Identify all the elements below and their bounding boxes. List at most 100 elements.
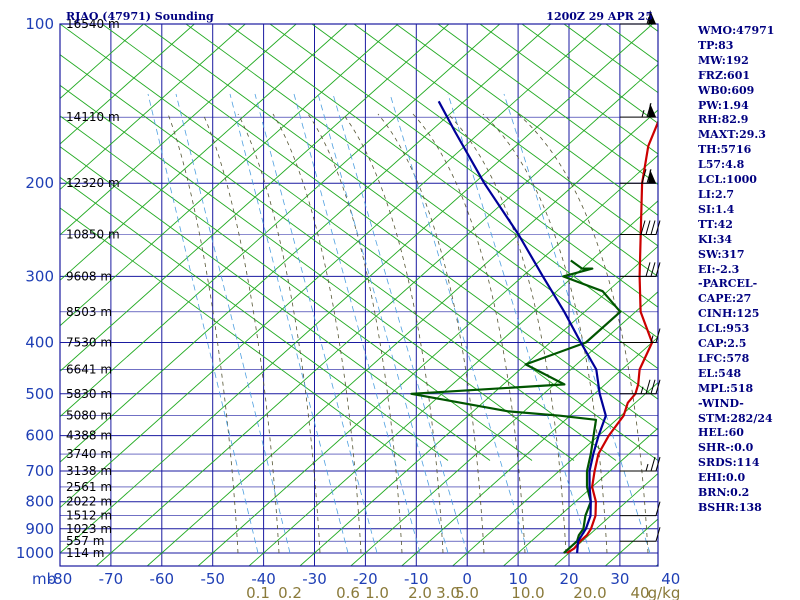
temperature-tick-label: -50 xyxy=(200,570,225,588)
isotherm-line xyxy=(96,63,658,566)
index-value: CINH:125 xyxy=(698,307,760,321)
pressure-unit-label: mb xyxy=(32,570,56,588)
index-value: PW:1.94 xyxy=(698,98,749,112)
indices-panel: WMO:47971 TP:83 MW:192 FRZ:601 WB0:609 PW:1.9… xyxy=(698,24,798,516)
wind-barb xyxy=(620,328,661,343)
index-value: SHR-:0.0 xyxy=(698,441,754,455)
height-label: 3740 m xyxy=(66,447,112,461)
dry-adiabat-line xyxy=(185,24,658,370)
isotherm-line xyxy=(452,382,658,566)
moist-adiabat-line xyxy=(272,113,362,554)
dry-adiabat-line xyxy=(437,24,658,186)
height-label: 10850 m xyxy=(66,228,120,242)
pressure-tick-label: 1000 xyxy=(16,544,54,562)
index-value: WB0:609 xyxy=(698,83,755,97)
wind-barb-full xyxy=(645,220,651,235)
index-value: MW:192 xyxy=(698,53,749,67)
wind-barb xyxy=(620,527,661,542)
parcel-trace xyxy=(437,100,607,554)
isotherm-line xyxy=(60,24,246,191)
index-value: EI:-2.3 xyxy=(698,262,740,276)
index-value: LI:2.7 xyxy=(698,187,735,201)
mixing-ratio-tick-label: 0.2 xyxy=(278,584,302,600)
index-value: LFC:578 xyxy=(698,351,750,365)
wind-barb xyxy=(620,169,656,184)
wind-barb-full xyxy=(646,103,652,118)
isotherm-line xyxy=(554,472,658,566)
mixing-ratio-tick-label: 5.0 xyxy=(455,584,479,600)
wind-barb-full xyxy=(640,220,646,235)
index-value: SW:317 xyxy=(698,247,745,261)
height-label: 2022 m xyxy=(66,495,112,509)
height-label: 557 m xyxy=(66,534,104,548)
dry-adiabat-line xyxy=(60,84,575,461)
pressure-tick-label: 800 xyxy=(25,493,54,511)
dry-adiabat-line xyxy=(60,176,449,461)
height-label: 5080 m xyxy=(66,409,112,423)
wind-barb-full xyxy=(655,456,661,472)
height-label: 114 m xyxy=(66,546,104,560)
index-value: CAPE:27 xyxy=(698,292,752,306)
height-label: 7530 m xyxy=(66,335,112,349)
pressure-tick-label: 300 xyxy=(25,267,54,285)
dry-adiabat-line xyxy=(395,24,658,216)
wind-barb-half xyxy=(640,386,644,394)
moist-adiabat-line xyxy=(482,113,608,554)
pressure-tick-label: 900 xyxy=(25,520,54,538)
wind-barb-full xyxy=(655,262,661,277)
height-label: 4388 m xyxy=(66,429,112,443)
height-label: 1023 m xyxy=(66,522,112,536)
isotherm-line xyxy=(60,24,297,236)
wind-barbs xyxy=(620,10,661,542)
pressure-tick-label: 500 xyxy=(25,385,54,403)
index-value: LCL:1000 xyxy=(698,173,757,187)
height-label: 12320 m xyxy=(66,176,120,190)
wind-barb-full xyxy=(655,328,661,343)
index-value: MPL:518 xyxy=(698,381,754,395)
wind-barb-full xyxy=(655,379,661,394)
plot-border xyxy=(59,23,659,567)
dry-adiabat-line xyxy=(60,146,491,461)
wind-barb xyxy=(620,103,656,118)
moist-adiabat-line xyxy=(237,113,321,554)
wind-barb-full xyxy=(655,501,661,516)
isotherm-line xyxy=(60,24,450,372)
dry-adiabat-line xyxy=(311,24,658,278)
wind-barb-half xyxy=(650,335,654,343)
chart-timestamp: 1200Z 29 APR 25 xyxy=(546,10,653,23)
temperature-tick-label: -40 xyxy=(251,570,276,588)
dry-adiabat-line xyxy=(227,24,658,339)
mixing-ratio-tick-label: 10.0 xyxy=(511,584,544,600)
pressure-tick-label: 100 xyxy=(25,15,54,33)
mixing-ratio-tick-label: 0.6 xyxy=(336,584,360,600)
height-label: 5830 m xyxy=(66,387,112,401)
pressure-tick-label: 700 xyxy=(25,462,54,480)
isotherm-line xyxy=(60,24,348,281)
moist-adiabat-line xyxy=(342,113,444,554)
isotherm-line xyxy=(60,24,653,554)
isotherm-line xyxy=(60,24,399,327)
sounding-traces xyxy=(410,100,658,554)
index-value: -WIND- xyxy=(698,396,744,410)
mixing-ratio-tick-label: 3.0 xyxy=(436,584,460,600)
temperature-tick-label: 30 xyxy=(610,570,629,588)
dry-adiabat-line xyxy=(101,24,658,431)
isotherm-line xyxy=(299,245,658,566)
mixing-ratio-tick-label: 40 xyxy=(630,584,649,600)
moist-adiabat-line xyxy=(412,113,526,554)
isotherm-line xyxy=(401,336,658,566)
temperature-tick-label: 10 xyxy=(509,570,528,588)
index-value: EHI:0.0 xyxy=(698,471,746,485)
chart-title: RJAO (47971) Sounding xyxy=(66,10,214,23)
moist-adiabat-line xyxy=(377,113,485,554)
index-value: BSHR:138 xyxy=(698,501,762,514)
isotherm-line xyxy=(60,24,195,145)
height-label: 14110 m xyxy=(66,110,120,124)
wind-barb-full xyxy=(650,379,656,394)
temperature-tick-label: -70 xyxy=(99,570,124,588)
moist-adiabat-line xyxy=(167,113,239,554)
index-value: WMO:47971 xyxy=(698,24,775,37)
temperature-trace xyxy=(566,119,658,554)
height-label: 6641 m xyxy=(66,363,112,377)
